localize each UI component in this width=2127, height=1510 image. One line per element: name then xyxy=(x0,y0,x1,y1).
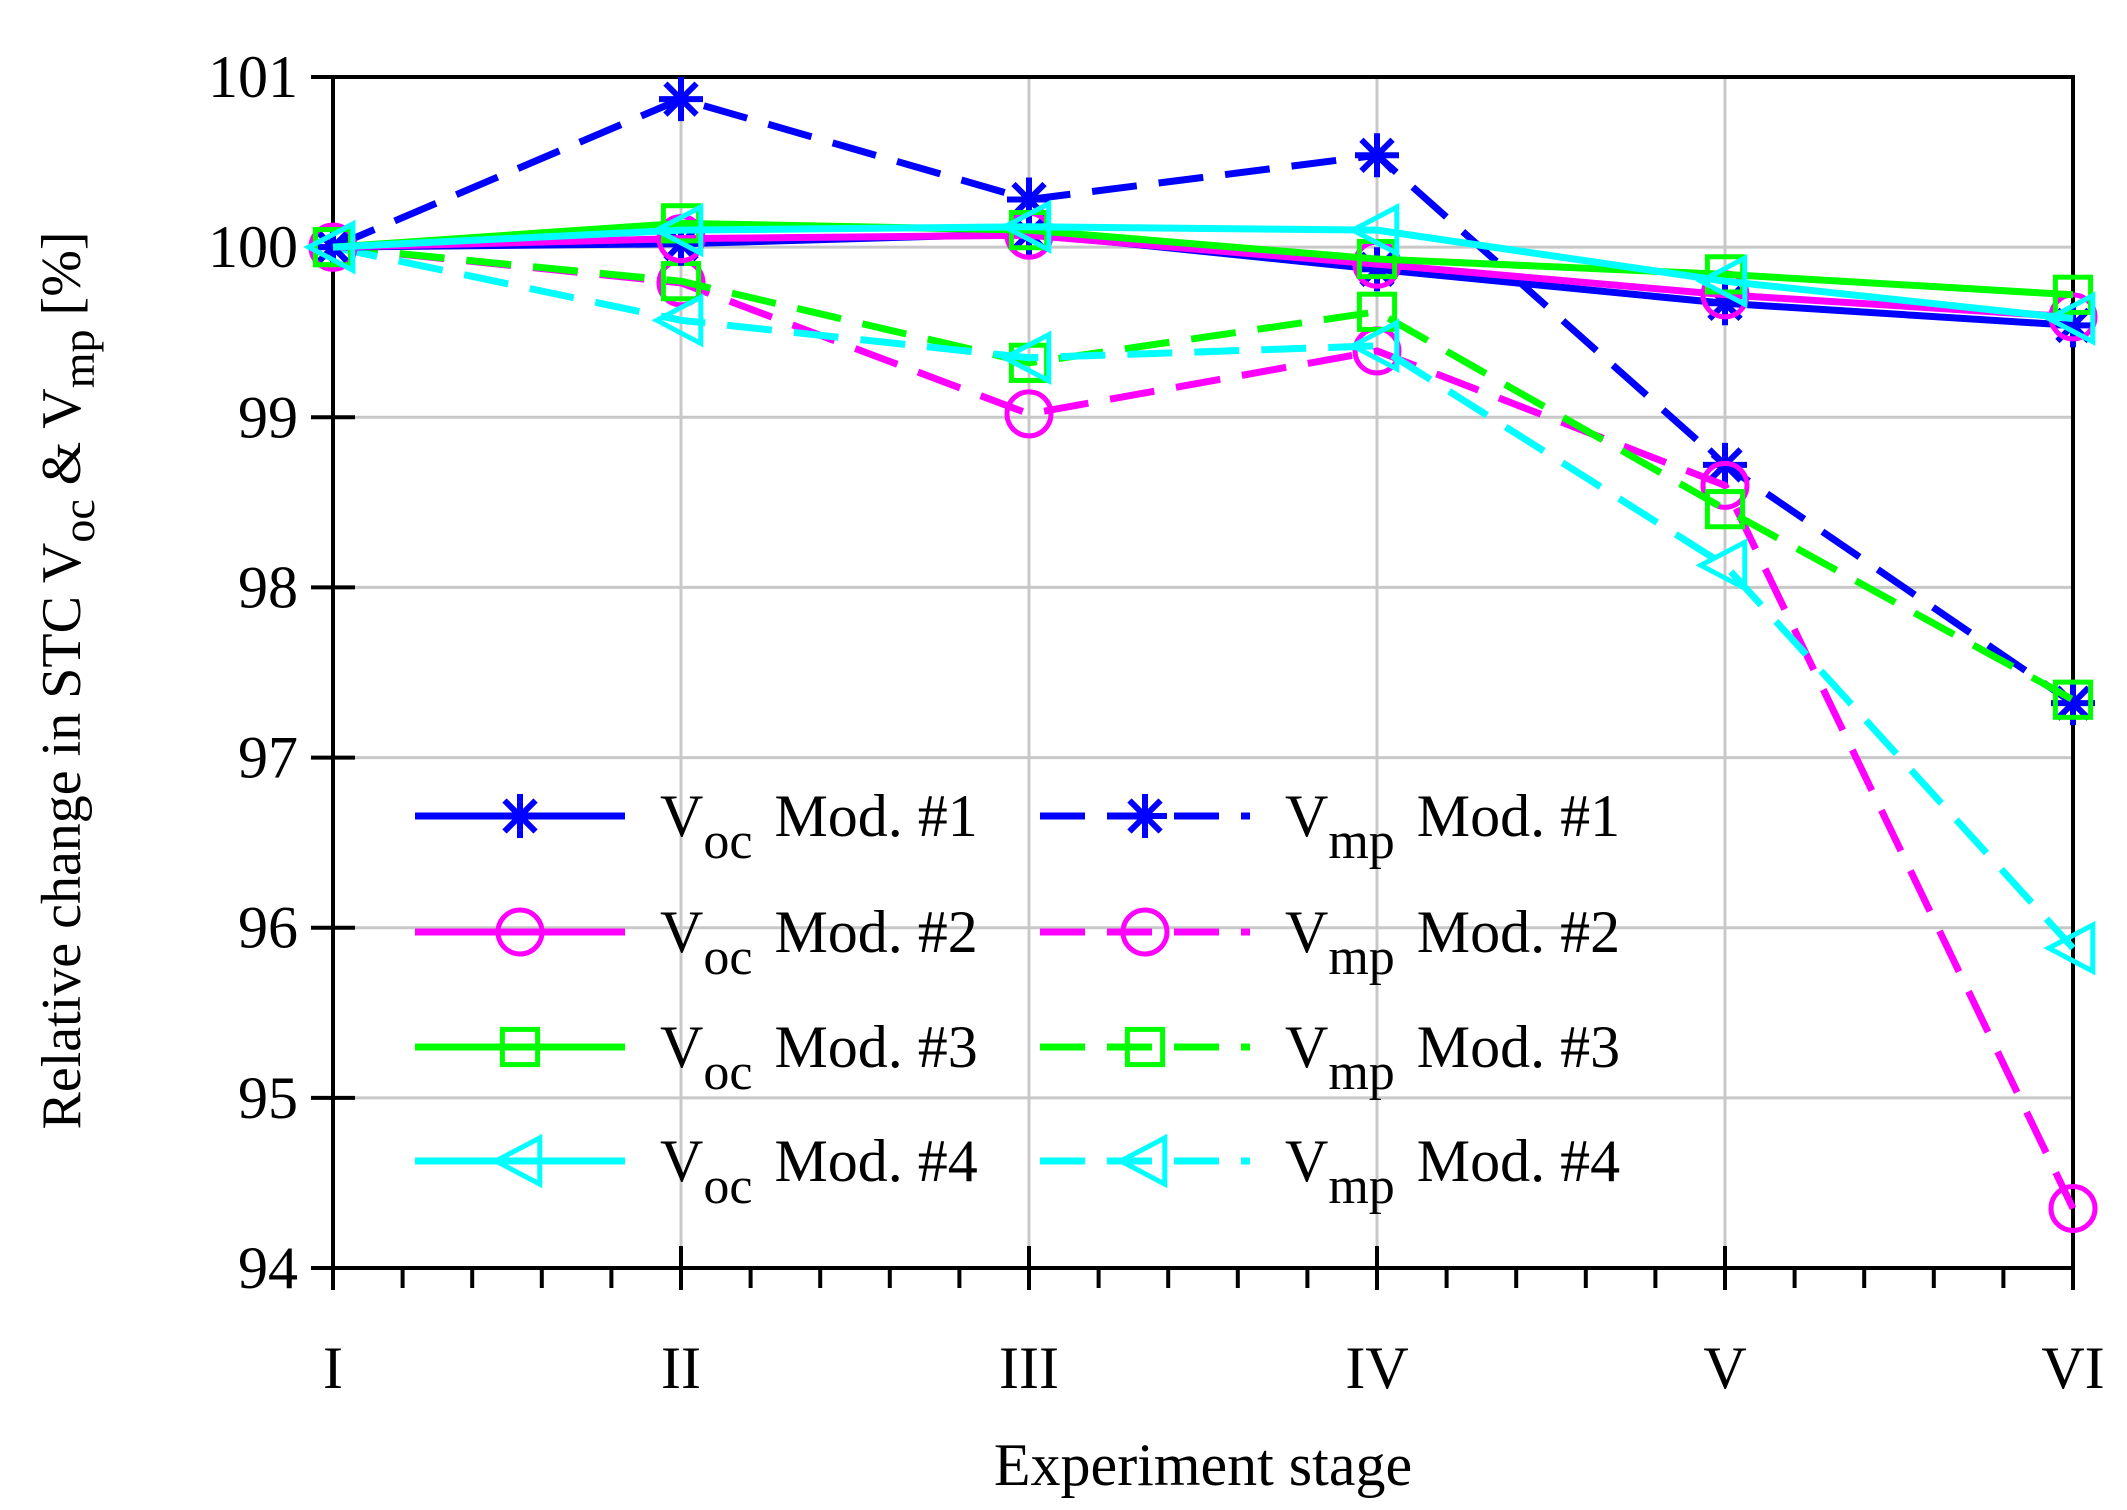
data-point-mp-3 xyxy=(1356,291,1398,332)
y-tick-label: 100 xyxy=(208,214,298,280)
grid xyxy=(333,77,2073,1268)
series-line-mp-4 xyxy=(332,243,2076,951)
legend-item-oc-3: Voc Mod. #3 xyxy=(415,1014,978,1101)
y-axis-title-mid: & V xyxy=(31,388,93,499)
legend: Voc Mod. #1 Voc Mod. #2 Voc Mod. #3 Voc Mod. #4… xyxy=(415,783,1620,1215)
data-point-oc-4 xyxy=(303,219,356,275)
data-point-mp-2 xyxy=(1004,389,1054,439)
series-mp-2 xyxy=(308,222,2098,1233)
legend-item-oc-1: Voc Mod. #1 xyxy=(415,783,978,870)
data-point-mp-3 xyxy=(2052,679,2094,720)
legend-swatch-marker xyxy=(1123,794,1167,838)
data-point-mp-1 xyxy=(659,77,703,122)
legend-swatch-marker xyxy=(495,907,545,957)
series-line-oc-3 xyxy=(332,219,2074,299)
data-point-mp-4 xyxy=(2043,920,2096,976)
data-point-mp-4 xyxy=(1347,318,1400,374)
x-axis-title: Experiment stage xyxy=(994,1432,1412,1498)
data-point-mp-1 xyxy=(1355,133,1399,178)
y-axis-title-sub-mp: mp xyxy=(53,329,104,388)
data-point-oc-4 xyxy=(2043,291,2096,346)
legend-swatch-marker xyxy=(1115,1133,1168,1189)
series-oc-3 xyxy=(312,203,2094,315)
legend-swatch-marker xyxy=(1124,1026,1166,1068)
legend-swatch-marker xyxy=(1120,907,1170,957)
series-line-oc-4 xyxy=(332,223,2074,323)
series-oc-4 xyxy=(303,199,2096,346)
data-point-oc-4 xyxy=(999,199,1052,254)
legend-item-mp-3: Vmp Mod. #3 xyxy=(1040,1014,1620,1101)
y-tick-label: 99 xyxy=(238,384,298,450)
y-axis-title-tail: [%] xyxy=(31,231,93,329)
data-point-oc-4 xyxy=(651,202,704,258)
legend-swatch-marker xyxy=(498,794,542,838)
legend-item-mp-1: Vmp Mod. #1 xyxy=(1040,783,1620,870)
data-point-mp-4 xyxy=(999,330,1052,385)
x-tick-label: II xyxy=(661,1335,701,1401)
y-tick-label: 101 xyxy=(208,44,298,110)
y-axis-title-sub-oc: oc xyxy=(53,499,104,542)
x-tick-label: III xyxy=(999,1335,1059,1401)
plot-frame xyxy=(331,75,2075,1270)
legend-item-mp-4: Vmp Mod. #4 xyxy=(1040,1128,1620,1215)
legend-swatch-marker xyxy=(490,1133,543,1189)
data-point-mp-4 xyxy=(1695,538,1748,593)
legend-item-oc-2: Voc Mod. #2 xyxy=(415,899,978,986)
y-tick-label: 94 xyxy=(238,1235,298,1301)
data-point-oc-4 xyxy=(1347,202,1400,258)
data-point-mp-2 xyxy=(2048,1183,2098,1233)
legend-label: Voc Mod. #2 xyxy=(660,899,978,986)
series-mp-1 xyxy=(311,77,2095,726)
legend-item-oc-4: Voc Mod. #4 xyxy=(415,1128,978,1215)
legend-label: Vmp Mod. #3 xyxy=(1285,1014,1620,1101)
x-tick-label: I xyxy=(323,1335,343,1401)
legend-label: Vmp Mod. #2 xyxy=(1285,899,1620,986)
x-tick-label: VI xyxy=(2041,1335,2104,1401)
y-tick-label: 96 xyxy=(238,895,298,961)
series-line-mp-3 xyxy=(332,243,2075,703)
y-axis-title: Relative change in STC Voc & Vmp [%] xyxy=(31,231,104,1129)
y-tick-label: 95 xyxy=(238,1065,298,1131)
legend-label: Vmp Mod. #1 xyxy=(1285,783,1620,870)
legend-label: Voc Mod. #1 xyxy=(660,783,978,870)
x-tick-label: V xyxy=(1703,1335,1746,1401)
series-line-oc-2 xyxy=(332,231,2074,321)
data-point-mp-4 xyxy=(651,293,704,348)
legend-label: Voc Mod. #4 xyxy=(660,1128,978,1215)
data-point-oc-4 xyxy=(1695,253,1748,309)
y-tick-label: 97 xyxy=(238,725,298,791)
data-point-mp-2 xyxy=(1700,460,1750,510)
legend-swatch-marker xyxy=(499,1026,541,1068)
legend-item-mp-2: Vmp Mod. #2 xyxy=(1040,899,1620,986)
data-point-mp-3 xyxy=(1704,489,1746,530)
legend-label: Vmp Mod. #4 xyxy=(1285,1128,1620,1215)
y-tick-label: 98 xyxy=(238,554,298,620)
series-line-mp-1 xyxy=(331,95,2075,707)
y-axis-title-text: Relative change in STC V xyxy=(31,543,93,1130)
x-tick-label: IV xyxy=(1345,1335,1408,1401)
legend-label: Voc Mod. #3 xyxy=(660,1014,978,1101)
series-group xyxy=(303,77,2098,1233)
series-line-mp-2 xyxy=(332,243,2077,1210)
